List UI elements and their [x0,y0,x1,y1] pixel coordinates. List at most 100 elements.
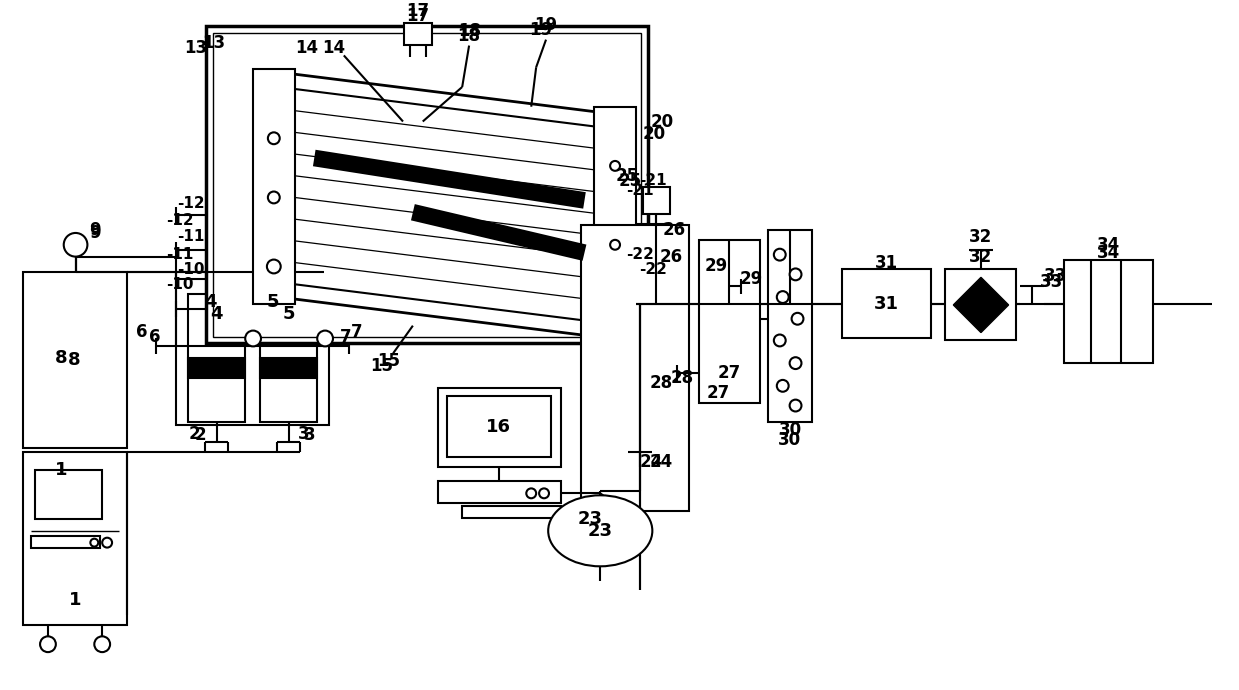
Bar [462,506,561,518]
Text: 30: 30 [778,431,802,449]
Ellipse shape [548,495,653,566]
Circle shape [94,636,110,652]
Circle shape [268,132,280,144]
Text: -22: -22 [639,262,667,277]
Text: 8: 8 [68,351,81,369]
Bar [768,230,813,422]
Text: -21: -21 [639,173,667,188]
Text: 17: 17 [406,7,430,25]
Text: 15: 15 [369,357,393,375]
Text: 32: 32 [969,248,992,266]
Circle shape [789,400,802,411]
Bar [843,269,930,339]
Bar [35,470,102,519]
Text: 17: 17 [406,2,430,20]
Bar [260,358,317,378]
Text: -22: -22 [626,247,654,262]
Text: 25: 25 [616,167,638,185]
Text: 29: 29 [705,257,729,275]
Circle shape [777,380,789,392]
Text: 2: 2 [195,426,207,444]
Text: 13: 13 [185,39,207,57]
Text: 28: 28 [649,374,673,392]
Text: 2: 2 [190,425,201,443]
Text: 34: 34 [1097,244,1120,262]
Text: 20: 20 [650,112,674,130]
Circle shape [102,538,112,548]
Bar [253,69,295,304]
Circle shape [317,331,333,346]
Text: 3: 3 [297,425,310,443]
Text: 14: 14 [295,39,318,57]
Text: 23: 23 [587,522,613,540]
Bar [24,273,126,448]
Text: 1: 1 [55,461,67,479]
Bar [24,452,126,624]
Text: 30: 30 [779,421,802,440]
Circle shape [90,539,98,546]
Text: 3: 3 [304,426,315,444]
Text: 24: 24 [639,453,663,471]
Circle shape [63,233,88,257]
Text: 5: 5 [282,305,295,323]
Text: 4: 4 [204,293,217,311]
Text: 18: 18 [458,22,482,40]
Text: 13: 13 [202,34,225,52]
Text: 19: 19 [529,21,553,39]
Circle shape [792,313,803,325]
Bar [1064,259,1152,363]
Text: -11: -11 [166,247,195,262]
Circle shape [789,357,802,369]
Circle shape [539,489,549,498]
Circle shape [610,161,620,171]
Text: 29: 29 [740,270,763,288]
Text: 4: 4 [211,305,223,323]
Text: 33: 33 [1044,267,1068,286]
Bar [404,23,431,45]
Bar [31,535,100,548]
Text: 31: 31 [875,253,898,272]
Bar [437,482,561,503]
Bar [188,294,245,422]
Text: 19: 19 [534,16,558,34]
Text: 20: 20 [643,126,667,144]
Bar [945,269,1016,340]
Text: 16: 16 [486,418,512,436]
Text: 15: 15 [377,352,400,370]
Bar [581,225,689,511]
Text: -10: -10 [166,277,195,292]
Text: 27: 27 [707,384,730,402]
Text: -10: -10 [177,262,204,277]
Text: 14: 14 [322,39,346,57]
Text: 28: 28 [670,369,694,387]
Circle shape [245,331,261,346]
Text: 7: 7 [339,328,352,346]
Text: 26: 26 [659,248,683,266]
Text: -21: -21 [626,183,653,198]
Circle shape [266,259,281,273]
Text: 26: 26 [663,221,686,239]
Text: 31: 31 [873,295,898,313]
Text: 25: 25 [618,172,642,190]
Text: 5: 5 [266,293,279,311]
Bar [176,273,330,425]
Text: 18: 18 [457,27,481,45]
Bar [447,395,551,457]
Text: 33: 33 [1041,273,1063,291]
Circle shape [777,291,789,303]
Text: 24: 24 [649,453,673,471]
Text: 8: 8 [55,349,67,367]
Text: -12: -12 [177,196,204,211]
Text: 7: 7 [351,323,363,341]
Polygon shape [953,277,1009,333]
Circle shape [774,248,786,261]
Bar [213,32,641,337]
Bar [188,358,245,378]
Text: 6: 6 [149,328,160,346]
Text: 32: 32 [969,228,992,246]
Text: 1: 1 [69,591,82,609]
Bar [595,107,636,342]
Circle shape [40,636,56,652]
Text: 6: 6 [136,323,147,341]
Circle shape [268,192,280,204]
